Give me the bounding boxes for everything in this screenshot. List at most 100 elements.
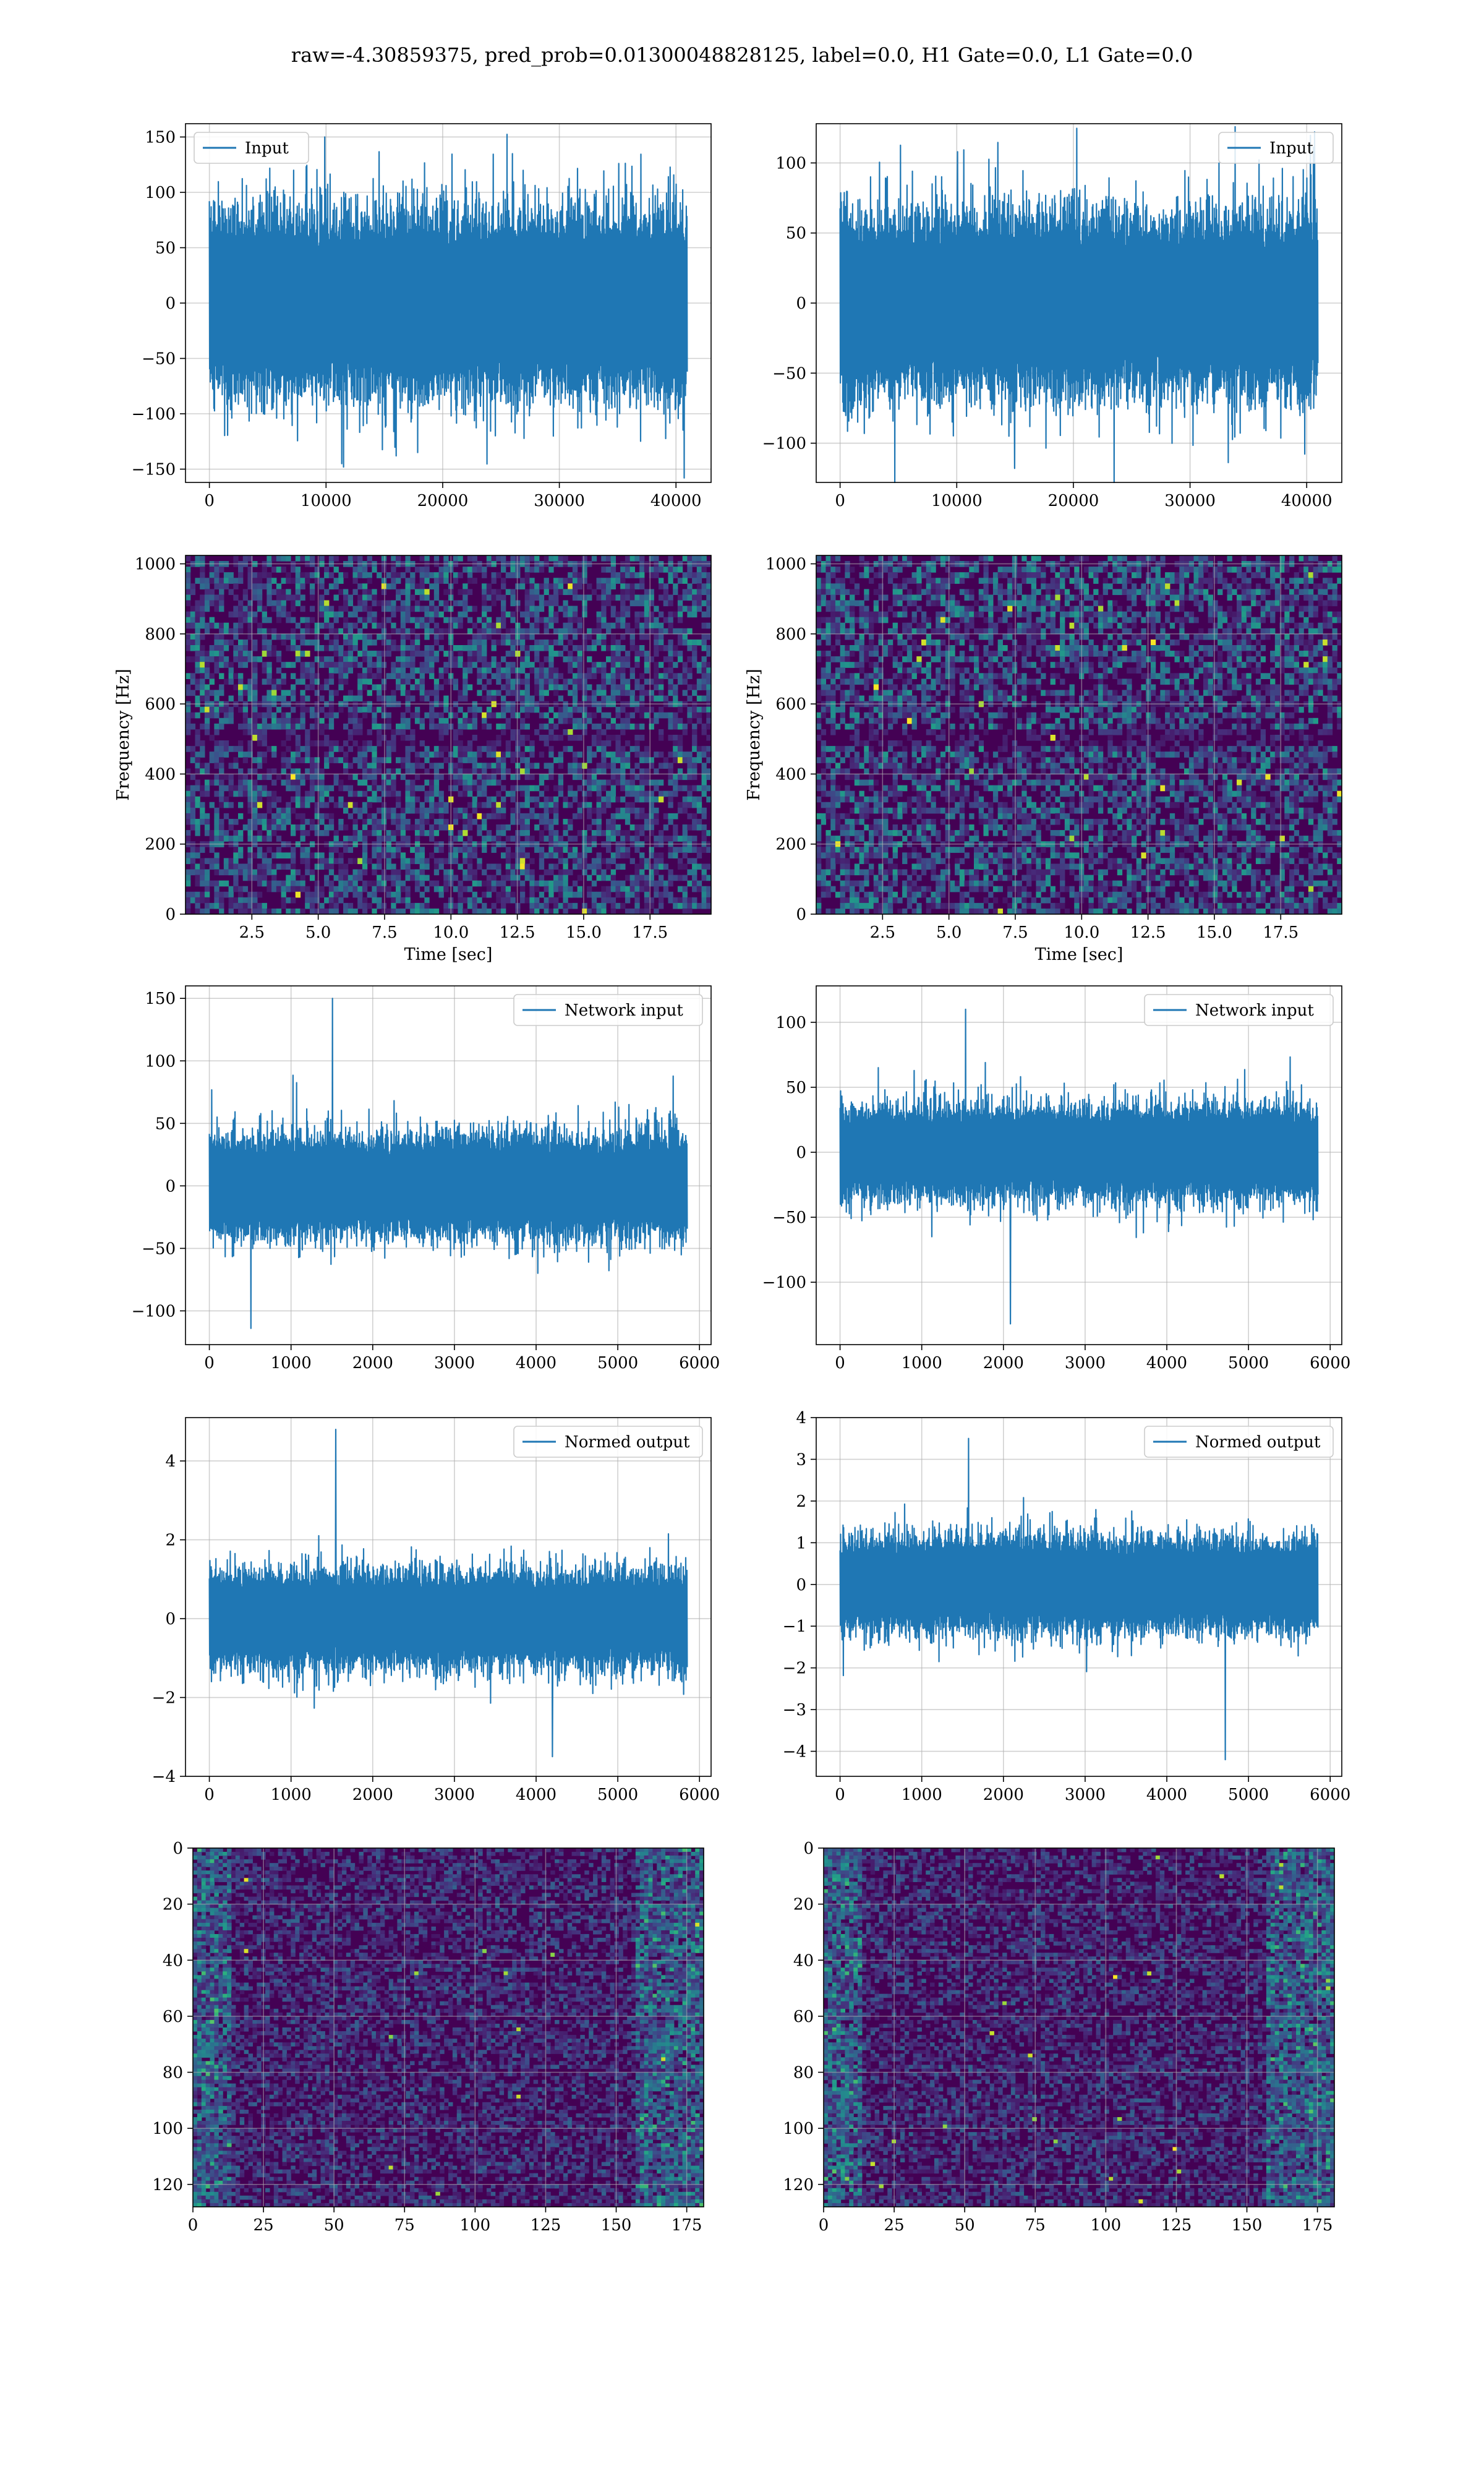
heatmap-cell	[367, 656, 372, 662]
heatmap-cell	[993, 589, 998, 595]
heatmap-cell	[510, 690, 515, 696]
heatmap-cell	[458, 863, 463, 870]
heatmap-cell	[601, 667, 606, 674]
heatmap-cell	[573, 678, 578, 685]
heatmap-cell	[692, 819, 697, 825]
heatmap-cell	[510, 567, 515, 573]
heatmap-cell	[539, 780, 544, 786]
heatmap-cell	[1184, 567, 1189, 573]
heatmap-cell	[262, 651, 267, 657]
heatmap-cell	[506, 634, 511, 640]
heatmap-cell	[382, 678, 386, 685]
heatmap-cell	[296, 634, 301, 640]
heatmap-cell	[492, 881, 497, 887]
heatmap-cell	[496, 589, 501, 595]
heatmap-cell	[587, 892, 592, 898]
heatmap-cell	[210, 589, 215, 595]
heatmap-cell	[382, 623, 386, 629]
heatmap-cell	[606, 628, 611, 635]
heatmap-cell	[238, 909, 243, 915]
heatmap-cell	[1065, 572, 1070, 578]
heatmap-cell	[467, 886, 472, 892]
heatmap-cell	[1242, 555, 1247, 562]
heatmap-cell	[281, 713, 286, 719]
heatmap-cell	[506, 768, 511, 774]
heatmap-cell	[1160, 594, 1165, 601]
heatmap-cell	[578, 617, 582, 623]
heatmap-cell	[262, 567, 267, 573]
heatmap-cell	[534, 684, 539, 690]
heatmap-cell	[267, 724, 271, 730]
heatmap-cell	[850, 594, 855, 601]
heatmap-cell	[534, 897, 539, 904]
heatmap-cell	[267, 774, 271, 780]
heatmap-cell	[472, 870, 477, 876]
heatmap-cell	[219, 791, 224, 797]
heatmap-cell	[300, 881, 305, 887]
heatmap-cell	[291, 824, 296, 831]
heatmap-cell	[300, 813, 305, 820]
heatmap-cell	[597, 662, 602, 668]
heatmap-cell	[615, 903, 620, 909]
heatmap-cell	[573, 690, 578, 696]
heatmap-cell	[357, 830, 362, 836]
heatmap-cell	[352, 578, 357, 584]
x-tick-label: 40000	[650, 492, 702, 510]
heatmap-cell	[573, 763, 578, 769]
heatmap-cell	[238, 903, 243, 909]
heatmap-cell	[424, 863, 429, 870]
heatmap-cell	[305, 870, 310, 876]
heatmap-cell	[372, 763, 377, 769]
heatmap-cell	[300, 713, 305, 719]
heatmap-cell	[439, 713, 444, 719]
heatmap-cell	[386, 601, 391, 607]
heatmap-cell	[678, 651, 683, 657]
heatmap-cell	[214, 751, 219, 758]
heatmap-cell	[200, 875, 205, 881]
heatmap-cell	[835, 601, 840, 607]
heatmap-cell	[300, 780, 305, 786]
heatmap-cell	[525, 656, 530, 662]
heatmap-cell	[224, 797, 229, 803]
heatmap-cell	[692, 768, 697, 774]
heatmap-cell	[310, 640, 315, 646]
heatmap-cell	[429, 836, 434, 842]
heatmap-cell	[271, 830, 276, 836]
heatmap-cell	[525, 875, 530, 881]
heatmap-cell	[300, 606, 305, 612]
heatmap-cell	[267, 797, 271, 803]
heatmap-cell	[544, 785, 549, 792]
heatmap-cell	[611, 594, 616, 601]
heatmap-cell	[267, 678, 271, 685]
heatmap-cell	[267, 909, 271, 915]
heatmap-cell	[415, 583, 420, 589]
heatmap-cell	[630, 892, 635, 898]
y-tick-label: −50	[142, 350, 176, 369]
heatmap-cell	[205, 813, 210, 820]
heatmap-cell	[205, 606, 210, 612]
heatmap-cell	[950, 555, 955, 562]
heatmap-cell	[644, 886, 649, 892]
heatmap-cell	[692, 729, 697, 735]
heatmap-cell	[329, 870, 334, 876]
heatmap-cell	[1036, 572, 1041, 578]
heatmap-cell	[252, 892, 257, 898]
heatmap-cell	[243, 594, 248, 601]
heatmap-cell	[343, 881, 348, 887]
heatmap-cell	[467, 662, 472, 668]
heatmap-cell	[310, 678, 315, 685]
heatmap-cell	[382, 870, 386, 876]
heatmap-cell	[401, 774, 406, 780]
heatmap-cell	[352, 645, 357, 651]
heatmap-cell	[663, 567, 668, 573]
heatmap-cell	[525, 724, 530, 730]
heatmap-cell	[252, 735, 257, 741]
heatmap-cell	[496, 640, 501, 646]
heatmap-cell	[238, 612, 243, 618]
heatmap-cell	[352, 836, 357, 842]
heatmap-cell	[472, 555, 477, 562]
heatmap-cell	[668, 578, 673, 584]
heatmap-cell	[1328, 583, 1333, 589]
heatmap-cell	[391, 785, 396, 792]
heatmap-cell	[439, 567, 444, 573]
